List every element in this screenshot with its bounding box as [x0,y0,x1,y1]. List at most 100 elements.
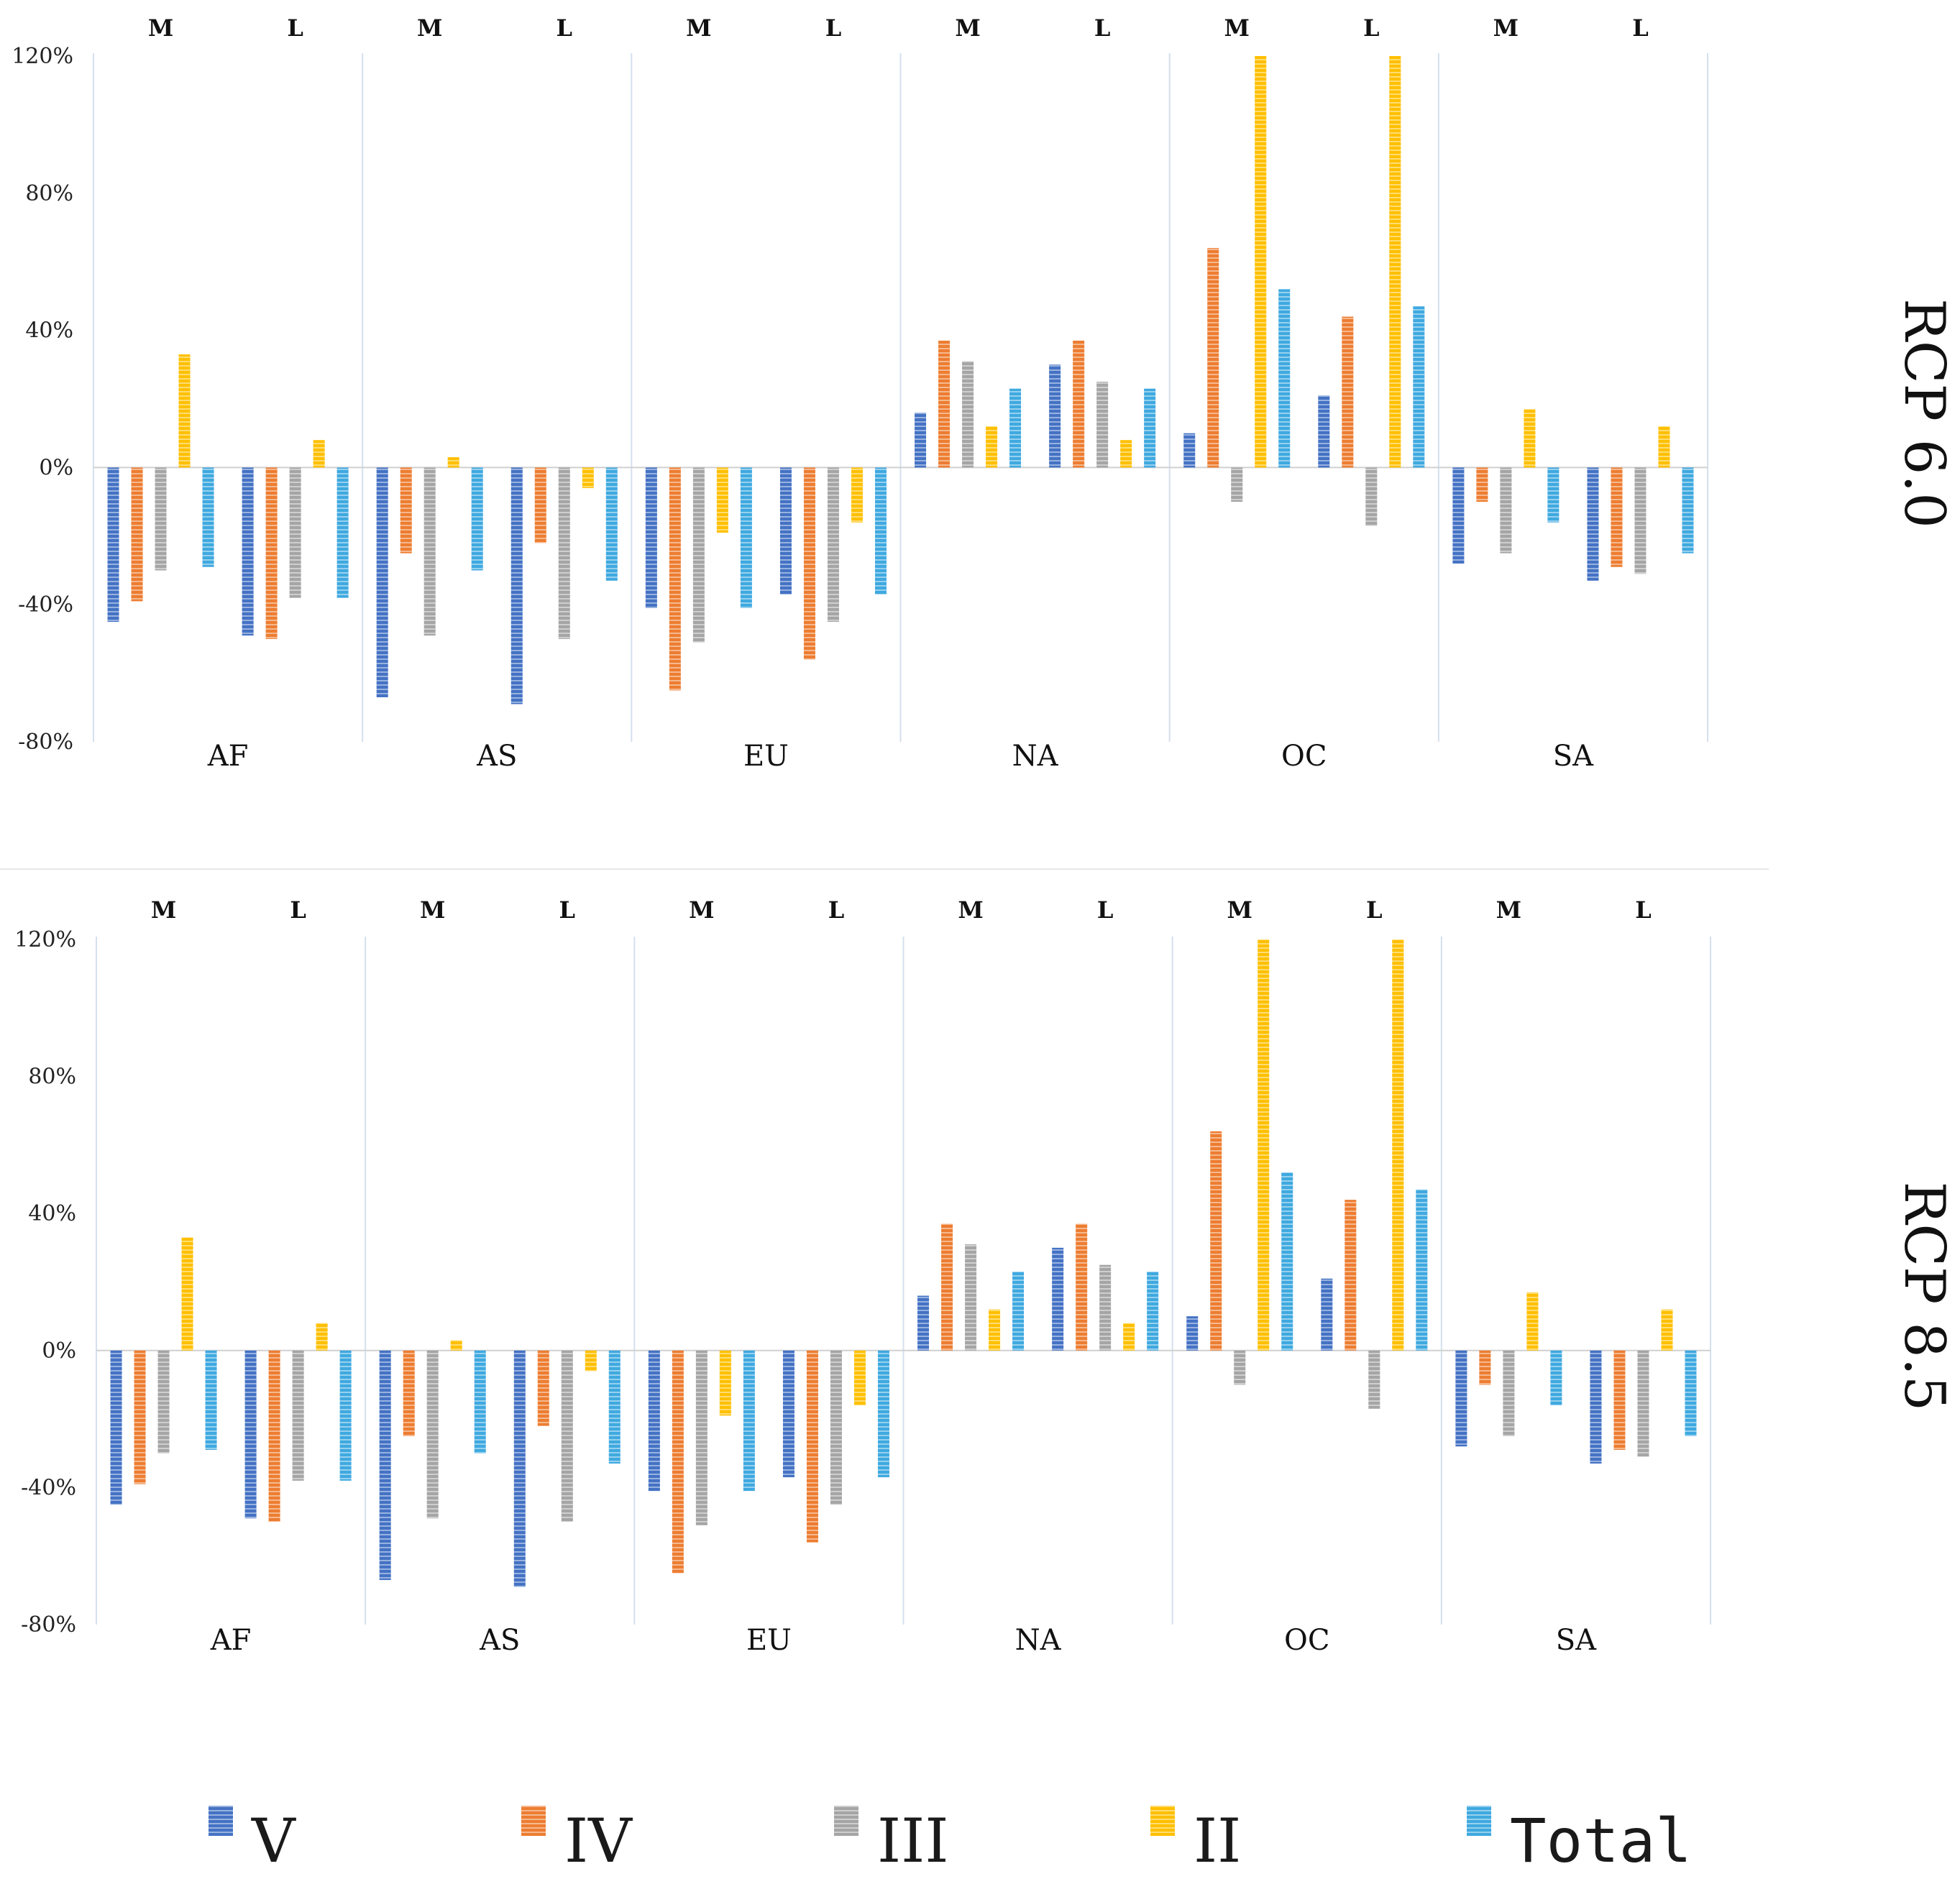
bar-eu-m-iii-stripe [695,1350,707,1525]
region-label-af: AF [210,1624,252,1657]
bar-na-m-v-stripe [917,1295,930,1351]
bar-na-l-ii-stripe [1123,1323,1135,1351]
bar-eu-l-ii-stripe [851,467,863,523]
bar-oc-l-ii-stripe [1389,56,1401,468]
bar-na-l-total-stripe [1147,1272,1159,1351]
bar-na-m-iv-stripe [938,340,951,468]
bar-eu-l-v-stripe [779,467,792,594]
bar-eu-m-ii-stripe [719,1350,731,1416]
bar-as-l-v-stripe [510,467,523,704]
bar-eu-m-v-stripe [648,1350,660,1492]
bar-af-m-ii-stripe [178,354,191,468]
bar-sa-l-iv-stripe [1611,467,1623,567]
y-tick-label: 80% [28,1065,76,1090]
bar-as-m-iv-stripe [403,1350,415,1436]
bar-oc-m-total-stripe [1281,1172,1293,1351]
bar-na-l-iv-stripe [1073,340,1085,468]
region-label-oc: OC [1284,1624,1329,1657]
panel-rcp-6-0: 120% 80% 40% 0% -40% -80% M L AF M L AS M L EU M L NA M L OC… [12,14,1956,773]
bar-eu-m-total-stripe [743,1350,755,1492]
bar-na-l-total-stripe [1144,388,1156,468]
bar-af-m-v-stripe [110,1350,122,1505]
legend-swatch-stripe-total [1467,1806,1491,1836]
bar-af-m-v-stripe [107,467,119,622]
bar-sa-m-iii-stripe [1503,1350,1515,1436]
bar-na-l-v-stripe [1049,364,1061,468]
bar-sa-l-v-stripe [1590,1350,1602,1464]
y-tick-label: -40% [18,592,73,617]
bar-na-l-ii-stripe [1120,440,1132,468]
legend: V IV III II Total [209,1806,1692,1876]
bar-oc-m-iv-stripe [1207,248,1219,468]
period-label-m: M [1224,14,1249,42]
period-label-m: M [1496,896,1521,924]
period-label-l: L [1097,896,1114,924]
bar-af-l-iii-stripe [289,467,301,598]
bar-af-m-iii-stripe [157,1350,170,1453]
period-label-m: M [1493,14,1519,42]
bar-as-l-ii-stripe [582,467,594,489]
bar-oc-l-total-stripe [1413,306,1425,468]
bar-oc-m-v-stripe [1183,433,1196,468]
bar-af-l-v-stripe [244,1350,257,1519]
bar-oc-m-iii-stripe [1234,1350,1246,1385]
period-label-m: M [686,14,711,42]
bar-sa-l-iii-stripe [1634,467,1647,574]
bar-na-m-ii-stripe [986,426,998,468]
bar-sa-m-ii-stripe [1524,409,1536,468]
bar-na-m-v-stripe [915,413,927,468]
bar-af-m-total-stripe [205,1350,217,1450]
bar-eu-m-iii-stripe [692,467,705,643]
bar-as-m-iii-stripe [423,467,436,636]
region-label-as: AS [479,1624,520,1657]
region-label-eu: EU [743,740,789,773]
y-tick-label: 0% [39,455,73,480]
y-tick-label: 0% [42,1338,76,1364]
bar-af-l-total-stripe [339,1350,352,1481]
period-label-l: L [1632,14,1649,42]
period-label-m: M [417,14,442,42]
bar-eu-l-iv-stripe [803,467,815,660]
panel-title: RCP 8.5 [1892,1182,1956,1412]
bar-eu-m-iv-stripe [672,1350,684,1574]
bar-sa-m-v-stripe [1452,467,1465,564]
bar-na-m-ii-stripe [989,1309,1001,1351]
bar-af-l-v-stripe [242,467,254,636]
bar-oc-m-iii-stripe [1231,467,1243,502]
bar-sa-m-v-stripe [1455,1350,1467,1447]
period-label-l: L [557,14,573,42]
bar-eu-m-total-stripe [740,467,752,608]
bar-oc-l-iii-stripe [1365,467,1378,526]
bar-as-l-v-stripe [513,1350,526,1587]
y-tick-label: 120% [12,44,73,69]
bar-eu-l-iii-stripe [830,1350,842,1505]
bar-oc-m-iv-stripe [1210,1131,1222,1351]
bar-eu-l-ii-stripe [853,1350,866,1406]
period-label-l: L [1094,14,1111,42]
panel-rcp-8-5: 120% 80% 40% 0% -40% -80% M L AF M L AS M L EU M L NA M L OC… [14,896,1956,1657]
bar-oc-l-iv-stripe [1345,1200,1357,1351]
bar-as-m-v-stripe [376,467,388,697]
bar-as-l-total-stripe [608,1350,620,1464]
bar-af-m-total-stripe [202,467,214,567]
bar-af-m-iv-stripe [131,467,143,602]
bar-sa-l-v-stripe [1587,467,1599,581]
legend-label-v: V [251,1806,296,1876]
legend-label-total: Total [1510,1806,1692,1876]
y-tick-label: 40% [25,318,73,344]
legend-label-ii: II [1194,1806,1241,1876]
bar-sa-m-iv-stripe [1476,467,1488,502]
bar-oc-m-ii-stripe [1258,940,1270,1351]
bar-na-l-iii-stripe [1099,1264,1112,1351]
bar-sa-m-total-stripe [1550,1350,1562,1406]
bar-sa-m-ii-stripe [1526,1292,1539,1351]
bar-na-l-iv-stripe [1076,1223,1088,1351]
bar-na-m-iv-stripe [941,1223,953,1351]
bar-eu-l-iii-stripe [827,467,839,622]
period-label-m: M [420,896,445,924]
bar-eu-l-iv-stripe [806,1350,818,1543]
bar-sa-m-iv-stripe [1479,1350,1491,1385]
bar-af-m-iv-stripe [134,1350,146,1484]
bar-oc-l-v-stripe [1318,395,1330,468]
